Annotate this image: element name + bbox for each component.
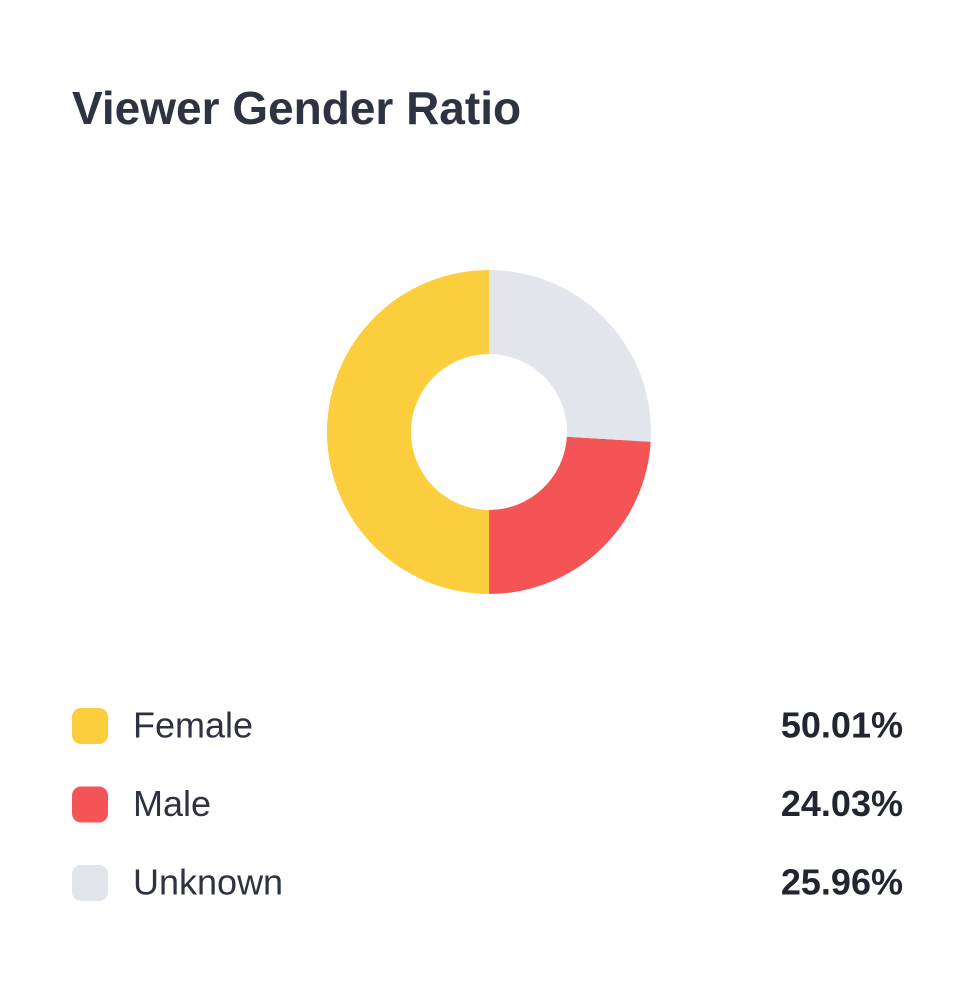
donut-slice (326, 270, 490, 594)
legend-label: Female (133, 705, 253, 746)
donut-slice (489, 436, 651, 594)
value-label: 50.01% (781, 705, 903, 746)
legend-swatch (72, 865, 108, 901)
legend-label: Unknown (133, 862, 283, 903)
value-label: 24.03% (781, 783, 903, 824)
chart-title: Viewer Gender Ratio (72, 82, 521, 134)
legend-swatch (72, 708, 108, 744)
legend-swatch (72, 786, 108, 823)
value-label: 25.96% (781, 862, 903, 903)
legend-label: Male (133, 783, 211, 824)
donut-slice (489, 270, 652, 442)
